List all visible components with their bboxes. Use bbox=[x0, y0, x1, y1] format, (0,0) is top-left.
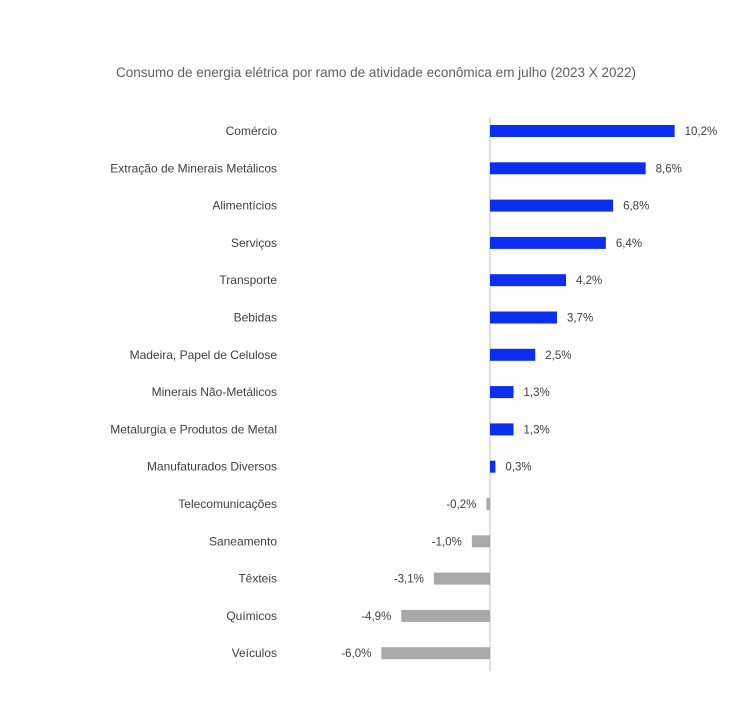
data-label: -4,9% bbox=[361, 611, 391, 623]
data-label: 4,2% bbox=[576, 275, 602, 287]
category-label: Têxteis bbox=[238, 572, 277, 586]
data-label: 10,2% bbox=[685, 126, 718, 138]
data-label: -3,1% bbox=[394, 574, 424, 586]
data-label: 1,3% bbox=[524, 424, 550, 436]
bar bbox=[490, 199, 614, 212]
bar bbox=[490, 274, 567, 287]
category-label: Telecomunicações bbox=[178, 497, 277, 511]
category-label: Serviços bbox=[231, 236, 277, 250]
category-label: Saneamento bbox=[209, 534, 277, 548]
data-label: -1,0% bbox=[432, 536, 462, 548]
data-label: 1,3% bbox=[524, 387, 550, 399]
bar bbox=[381, 647, 490, 660]
bar bbox=[490, 348, 536, 361]
category-label: Minerais Não-Metálicos bbox=[152, 385, 277, 399]
data-label: 0,3% bbox=[505, 462, 531, 474]
category-label: Bebidas bbox=[234, 311, 277, 325]
category-label: Madeira, Papel de Celulose bbox=[130, 348, 278, 362]
bar bbox=[401, 609, 490, 622]
data-label: -6,0% bbox=[341, 648, 371, 660]
bar bbox=[490, 311, 557, 324]
data-label: 2,5% bbox=[545, 350, 571, 362]
bar bbox=[490, 386, 514, 399]
bar bbox=[490, 125, 675, 137]
bar bbox=[471, 535, 490, 548]
bar bbox=[433, 572, 490, 585]
data-label: 8,6% bbox=[656, 163, 682, 175]
bar bbox=[490, 162, 646, 175]
bar bbox=[490, 460, 496, 473]
category-label: Alimentícios bbox=[212, 199, 277, 213]
category-label: Manufaturados Diversos bbox=[147, 460, 277, 474]
bars-group bbox=[381, 125, 675, 660]
data-label: 6,8% bbox=[623, 201, 649, 213]
category-label: Metalurgia e Produtos de Metal bbox=[110, 422, 277, 436]
bar bbox=[490, 423, 514, 436]
category-label: Veículos bbox=[232, 646, 277, 660]
labels-group: Comércio 10,2% Extração de Minerais Metáli… bbox=[110, 124, 717, 660]
category-label: Extração de Minerais Metálicos bbox=[110, 161, 277, 175]
bar bbox=[486, 498, 490, 510]
category-label: Transporte bbox=[219, 273, 277, 287]
data-label: 3,7% bbox=[567, 313, 593, 325]
chart-title: Consumo de energia elétrica por ramo de … bbox=[116, 65, 636, 80]
bar bbox=[490, 236, 606, 249]
data-label: 6,4% bbox=[616, 238, 642, 250]
data-label: -0,2% bbox=[446, 499, 476, 511]
category-label: Comércio bbox=[226, 124, 278, 138]
category-label: Químicos bbox=[226, 609, 277, 623]
